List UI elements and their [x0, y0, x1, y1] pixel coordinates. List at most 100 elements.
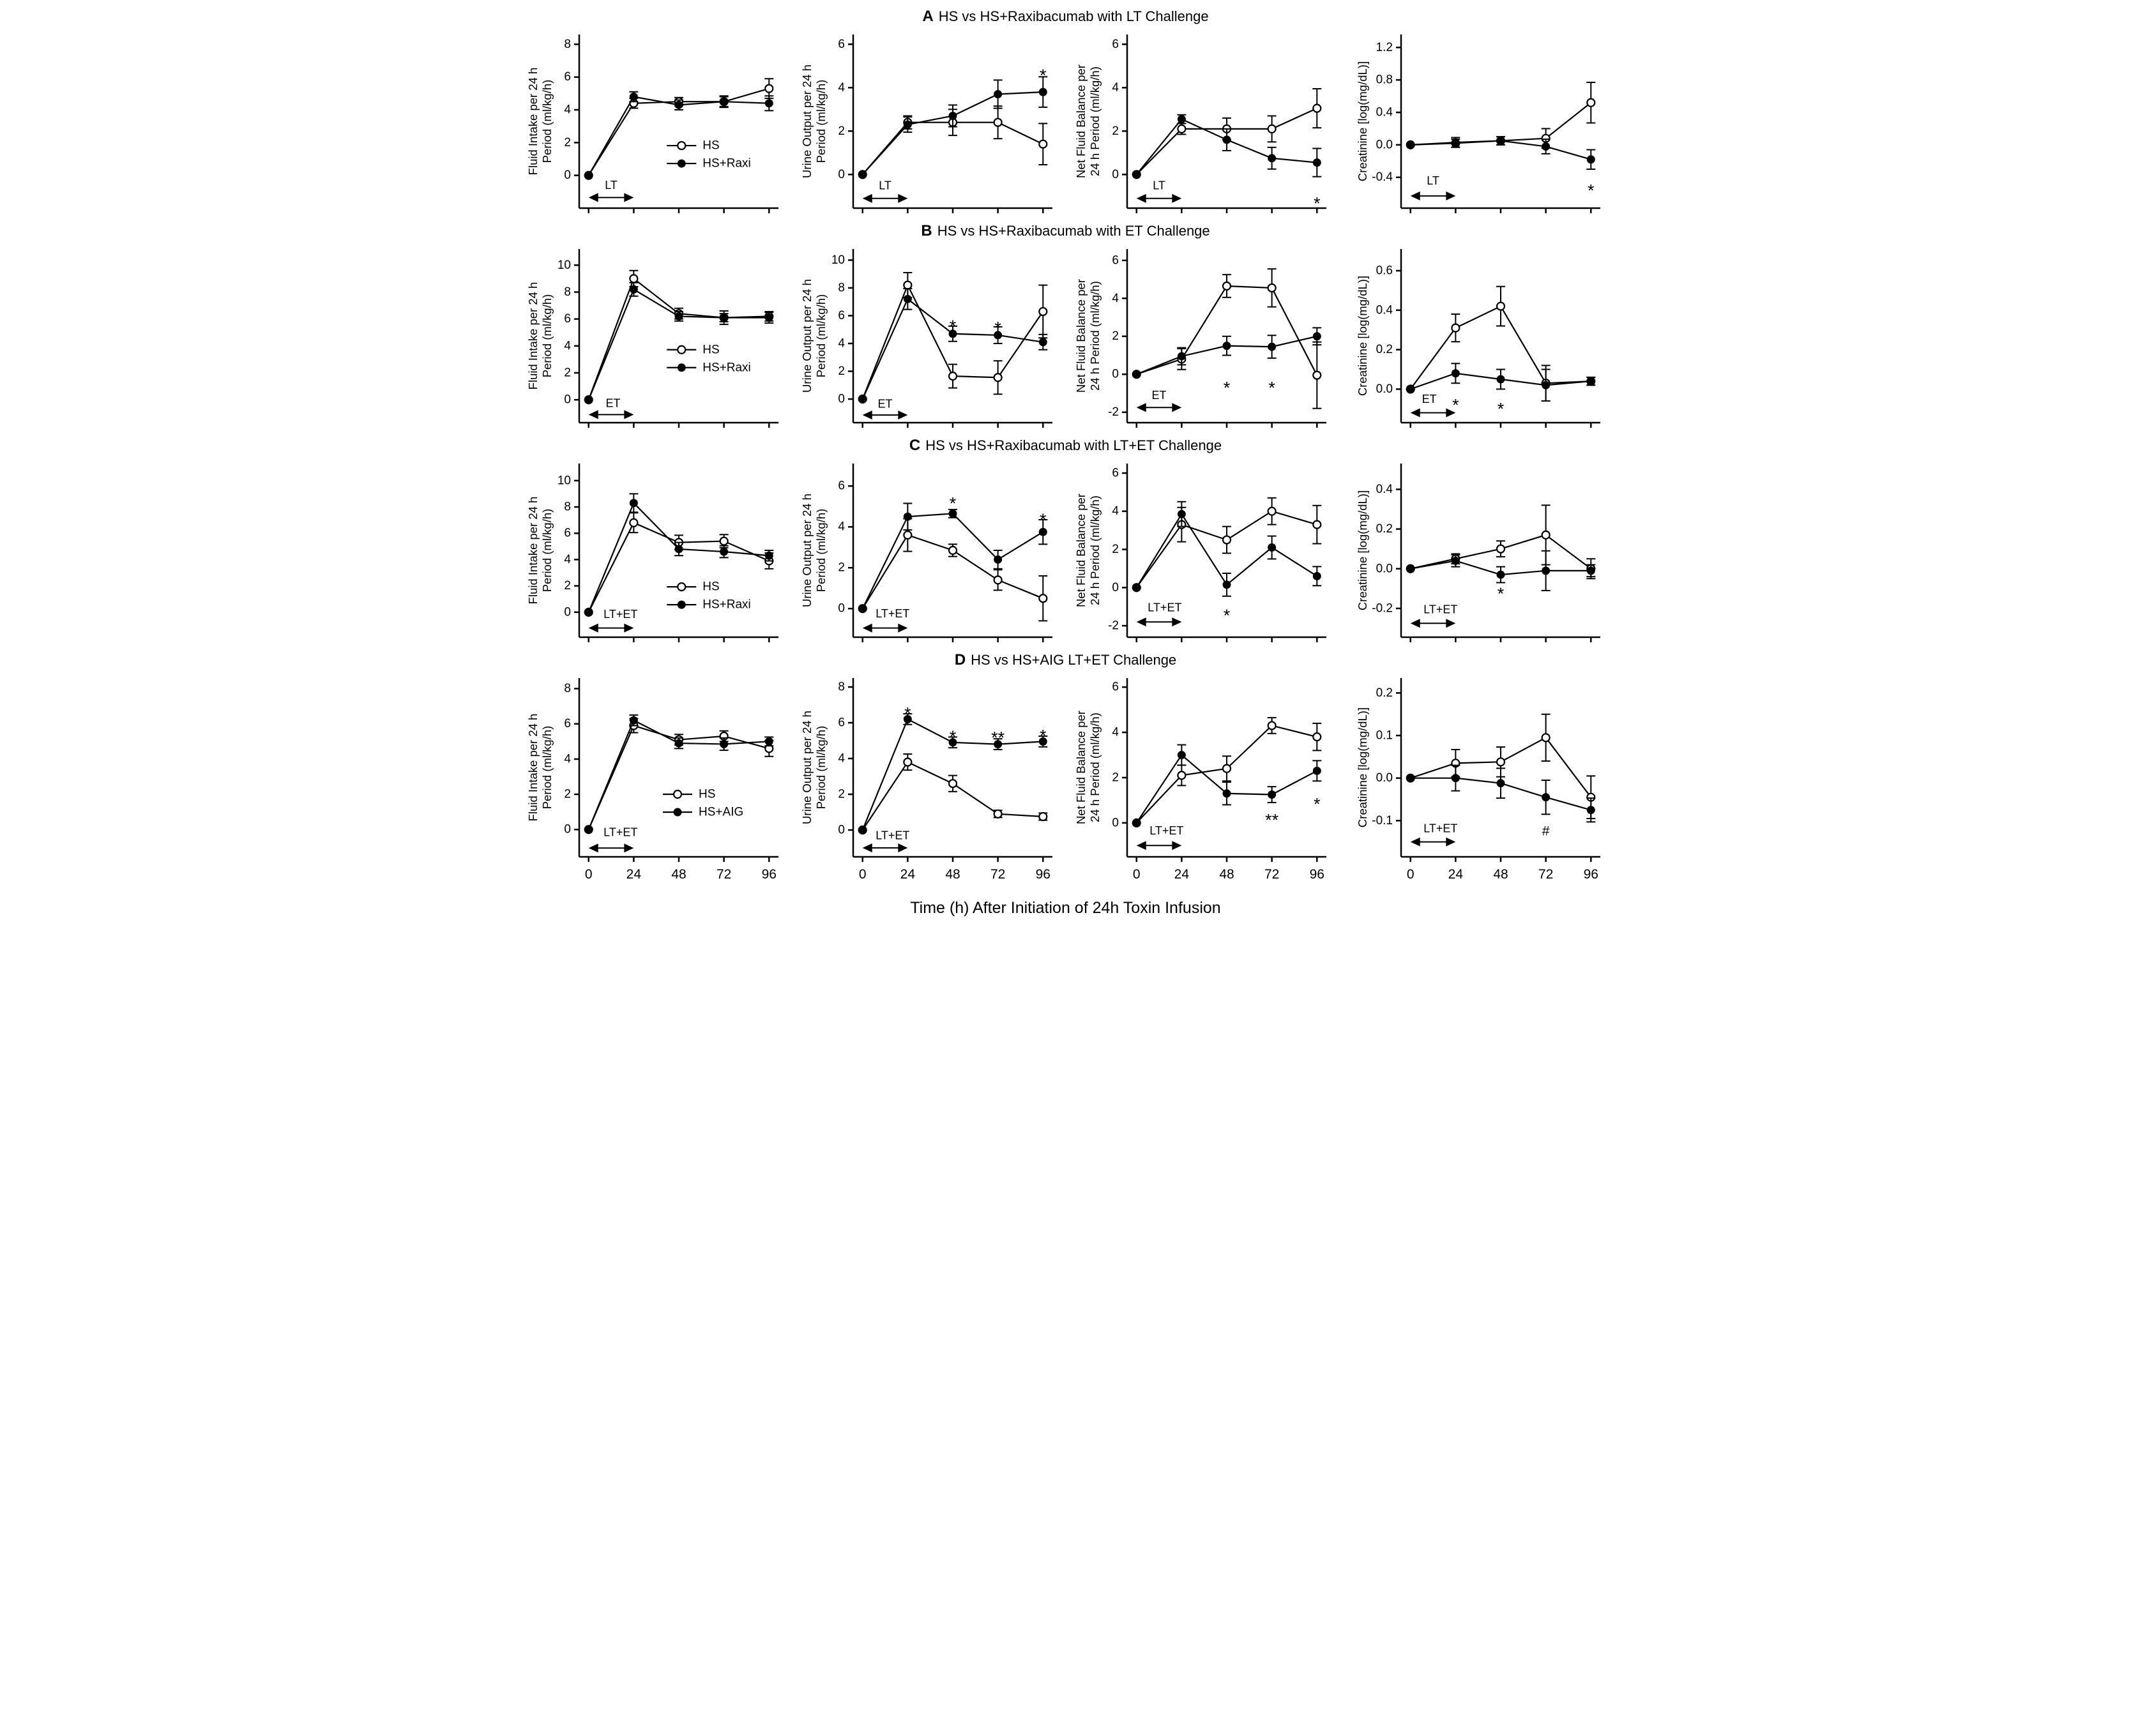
legend-marker-filled: [673, 808, 682, 817]
legend-marker-filled: [677, 159, 686, 168]
data-point-open: [1312, 103, 1322, 113]
data-point-filled: [1587, 155, 1596, 164]
y-tick-label: 0.2: [1376, 343, 1393, 356]
x-tick-label: 72: [1538, 867, 1553, 882]
data-point-filled: [1178, 751, 1187, 760]
line-chart-b-net-fluid-balance: -2 0 2 4 6 Net Fluid Balance per 24 h Period (…: [1074, 249, 1327, 428]
y-tick-label: 0.2: [1376, 522, 1393, 536]
series-HS: [858, 518, 1048, 622]
data-point-filled: [1222, 135, 1231, 144]
row-b-title-text: HS vs HS+Raxibacumab with ET Challenge: [937, 223, 1210, 239]
significance-marker: *: [950, 727, 957, 746]
y-tick-label: 0.4: [1376, 483, 1393, 496]
y-axis-label-line: Period (ml/kg/h): [814, 80, 828, 163]
y-tick-label: 4: [838, 520, 845, 534]
data-point-filled: [948, 112, 957, 120]
y-axis-label-line: Period (ml/kg/h): [540, 294, 554, 378]
y-tick-label: 10: [831, 253, 845, 267]
data-point-open: [1038, 306, 1048, 317]
y-tick-label: 6: [1112, 38, 1119, 51]
legend-label: HS+AIG: [699, 806, 743, 819]
arrow-head-left: [1136, 403, 1146, 412]
y-tick-label: 0.0: [1376, 382, 1393, 396]
significance-marker: *: [1453, 395, 1460, 414]
line-chart-c-net-fluid-balance: -2 0 2 4 6 Net Fluid Balance per 24 h Period (…: [1074, 464, 1327, 642]
legend-marker-open: [672, 789, 682, 799]
toxin-infusion-arrow: LT+ET: [1411, 822, 1458, 847]
arrow-head-right: [1172, 617, 1182, 627]
y-tick-label: 2: [838, 561, 845, 575]
line-chart-a-net-fluid-balance: 0 2 4 6 Net Fluid Balance per 24 h Period (ml…: [1074, 34, 1327, 213]
x-tick-label: 0: [859, 867, 867, 882]
legend-item: HS: [662, 788, 715, 801]
data-point-open: [1222, 535, 1232, 545]
data-point-filled: [1268, 790, 1277, 799]
y-tick-label: 6: [838, 309, 845, 322]
significance-marker: *: [1269, 379, 1276, 398]
y-axis-label-line: Net Fluid Balance per: [1074, 279, 1088, 393]
y-tick-label: 4: [838, 81, 845, 94]
data-point-filled: [764, 737, 773, 746]
y-tick-label: 2: [838, 788, 845, 801]
data-point-filled: [1496, 570, 1505, 579]
legend-label: HS: [702, 343, 719, 356]
arrow-head-right: [1172, 841, 1182, 850]
row-c-charts: 0 2 4 6 8 10 Fluid Intake per 24 h Period (ml/k…: [523, 456, 1609, 647]
y-axis-label: Urine Output per 24 h Period (ml/kg/h): [800, 279, 828, 393]
data-point-filled: [858, 170, 867, 179]
significance-marker: *: [1588, 181, 1595, 200]
data-point-filled: [1406, 774, 1415, 783]
y-axis-label: Net Fluid Balance per 24 h Period (ml/kg/…: [1074, 279, 1102, 393]
data-point-filled: [584, 608, 593, 617]
line-chart-c-urine-output: 0 2 4 6 Urine Output per 24 h Period (ml/kg/h…: [800, 464, 1052, 642]
y-tick-label: 4: [1112, 726, 1119, 739]
data-point-open: [948, 372, 957, 381]
y-tick-label: 6: [564, 717, 571, 730]
y-tick-label: -2: [1108, 405, 1119, 419]
data-point-open: [1222, 764, 1232, 773]
y-tick-label: 2: [838, 125, 845, 138]
line-chart-c-creatinine: -0.2 0.0 0.2 0.4 Creatinine [log(mg/dL)] LT+E…: [1356, 464, 1601, 642]
arrow-head-left: [862, 623, 872, 633]
chart-c-net-fluid-balance: -2 0 2 4 6 Net Fluid Balance per 24 h Period (…: [1071, 456, 1334, 647]
x-tick-label: 0: [1407, 867, 1414, 882]
data-point-filled: [719, 739, 728, 748]
y-axis-label-line: Fluid Intake per 24 h: [526, 497, 540, 605]
y-tick-label: 2: [1112, 329, 1119, 343]
y-tick-label: 0.8: [1376, 73, 1393, 87]
y-tick-label: 8: [564, 501, 571, 514]
significance-marker: *: [1040, 510, 1047, 529]
y-tick-label: 2: [564, 136, 571, 149]
y-tick-label: 4: [838, 752, 845, 766]
data-point-filled: [1268, 543, 1277, 552]
y-tick-label: 0: [838, 824, 845, 837]
y-tick-label: 0: [564, 605, 571, 619]
legend-marker-filled: [677, 600, 686, 609]
data-point-filled: [674, 312, 683, 321]
arrow-head-left: [1136, 617, 1146, 627]
data-point-filled: [629, 499, 638, 508]
y-tick-label: 0.2: [1376, 686, 1393, 700]
chart-a-fluid-intake: 0 2 4 6 8 Fluid Intake per 24 h Period (ml/kg/…: [523, 27, 786, 218]
y-axis-label-line: Net Fluid Balance per: [1074, 711, 1088, 824]
toxin-label: LT: [879, 179, 891, 192]
y-axis-label: Creatinine [log(mg/dL)]: [1356, 490, 1369, 610]
y-tick-label: 2: [1112, 543, 1119, 556]
data-point-open: [1451, 323, 1460, 333]
significance-marker: *: [1040, 727, 1047, 746]
y-axis-label: Net Fluid Balance per 24 h Period (ml/kg/…: [1074, 494, 1102, 607]
data-point-open: [1222, 281, 1232, 291]
x-tick-label: 0: [1133, 867, 1141, 882]
arrow-head-right: [898, 193, 908, 203]
chart-b-creatinine: 0.0 0.2 0.4 0.6 Creatinine [log(mg/dL)] ET * *: [1345, 241, 1608, 433]
y-tick-label: 0: [564, 169, 571, 182]
y-tick-label: 0: [564, 393, 571, 407]
y-tick-label: 8: [564, 285, 571, 299]
y-axis-label-line: Fluid Intake per 24 h: [526, 68, 540, 176]
y-tick-label: 10: [557, 259, 570, 272]
data-point-filled: [1312, 158, 1321, 167]
data-point-filled: [1038, 527, 1047, 536]
legend-marker-open: [676, 345, 686, 354]
